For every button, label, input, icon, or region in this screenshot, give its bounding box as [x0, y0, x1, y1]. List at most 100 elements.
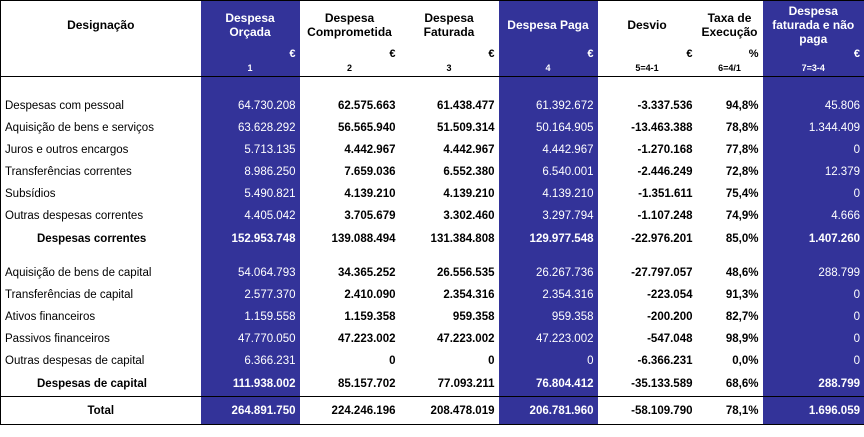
spacer-cell — [200, 251, 300, 262]
value-cell: 47.223.002 — [299, 328, 400, 350]
row-label: Despesas de capital — [0, 372, 201, 397]
value-cell: 47.223.002 — [399, 328, 499, 350]
value-cell: 72,8% — [696, 161, 763, 183]
value-cell: 56.565.940 — [299, 117, 400, 139]
value-cell: 7.659.036 — [299, 161, 400, 183]
index-blank — [0, 62, 201, 77]
table-row: Ativos financeiros 1.159.558 1.159.358 959.… — [0, 306, 864, 328]
value-cell: 85,0% — [696, 227, 763, 251]
subtotal-row: Despesas correntes 152.953.748 139.088.494… — [0, 227, 864, 251]
value-cell: 78,8% — [696, 117, 763, 139]
value-cell: 1.159.558 — [200, 306, 300, 328]
value-cell: -27.797.057 — [597, 262, 697, 284]
value-cell: 98,9% — [696, 328, 763, 350]
value-cell: 26.267.736 — [498, 262, 598, 284]
value-cell: 131.384.808 — [399, 227, 499, 251]
total-row: Total 264.891.750 224.246.196 208.478.019 20… — [0, 396, 864, 425]
table-row: Outras despesas correntes 4.405.042 3.705.… — [0, 205, 864, 227]
value-cell: 5.713.135 — [200, 139, 300, 161]
header-despesa-faturada: Despesa Faturada — [399, 0, 499, 48]
value-cell: 224.246.196 — [299, 396, 400, 425]
value-cell: 0 — [762, 350, 864, 372]
value-cell: 152.953.748 — [200, 227, 300, 251]
value-cell: 63.628.292 — [200, 117, 300, 139]
value-cell: 68,6% — [696, 372, 763, 397]
row-label: Subsídios — [0, 183, 201, 205]
unit-cell: € — [399, 48, 499, 62]
header-despesa-comprometida: Despesa Comprometida — [299, 0, 400, 48]
value-cell: 288.799 — [762, 262, 864, 284]
row-label: Juros e outros encargos — [0, 139, 201, 161]
value-cell: 5.490.821 — [200, 183, 300, 205]
value-cell: 0 — [762, 139, 864, 161]
unit-cell: € — [498, 48, 598, 62]
value-cell: 4.139.210 — [498, 183, 598, 205]
value-cell: 61.438.477 — [399, 95, 499, 117]
value-cell: 264.891.750 — [200, 396, 300, 425]
value-cell: 26.556.535 — [399, 262, 499, 284]
value-cell: 4.405.042 — [200, 205, 300, 227]
value-cell: 1.696.059 — [762, 396, 864, 425]
value-cell: 4.139.210 — [299, 183, 400, 205]
value-cell: 51.509.314 — [399, 117, 499, 139]
row-label: Transferências correntes — [0, 161, 201, 183]
index-cell: 5=4-1 — [597, 62, 697, 77]
value-cell: 0 — [498, 350, 598, 372]
index-row: 1 2 3 4 5=4-1 6=4/1 7=3-4 — [0, 62, 864, 77]
value-cell: 77,8% — [696, 139, 763, 161]
value-cell: -3.337.536 — [597, 95, 697, 117]
value-cell: 1.344.409 — [762, 117, 864, 139]
row-label: Outras despesas correntes — [0, 205, 201, 227]
table-row: Despesas com pessoal 64.730.208 62.575.663… — [0, 95, 864, 117]
header-despesa-orcada: Despesa Orçada — [200, 0, 300, 48]
table-row: Outras despesas de capital 6.366.231 0 0 0 -6… — [0, 350, 864, 372]
value-cell: 0 — [762, 284, 864, 306]
spacer-cell — [597, 76, 697, 95]
table-row: Passivos financeiros 47.770.050 47.223.002… — [0, 328, 864, 350]
value-cell: 288.799 — [762, 372, 864, 397]
value-cell: 6.552.380 — [399, 161, 499, 183]
value-cell: -1.107.248 — [597, 205, 697, 227]
row-label: Outras despesas de capital — [0, 350, 201, 372]
value-cell: 959.358 — [498, 306, 598, 328]
value-cell: 0 — [399, 350, 499, 372]
value-cell: 76.804.412 — [498, 372, 598, 397]
value-cell: 208.478.019 — [399, 396, 499, 425]
header-desvio: Desvio — [597, 0, 697, 48]
header-row: Designação Despesa Orçada Despesa Compro… — [0, 0, 864, 48]
spacer-cell — [597, 251, 697, 262]
row-label: Transferências de capital — [0, 284, 201, 306]
spacer-cell — [498, 76, 598, 95]
index-cell: 3 — [399, 62, 499, 77]
value-cell: 1.159.358 — [299, 306, 400, 328]
row-label: Total — [0, 396, 201, 425]
value-cell: -547.048 — [597, 328, 697, 350]
value-cell: 0,0% — [696, 350, 763, 372]
value-cell: 3.705.679 — [299, 205, 400, 227]
value-cell: -200.200 — [597, 306, 697, 328]
value-cell: 6.540.001 — [498, 161, 598, 183]
value-cell: 48,6% — [696, 262, 763, 284]
table-row: Transferências de capital 2.577.370 2.410.… — [0, 284, 864, 306]
value-cell: 1.407.260 — [762, 227, 864, 251]
unit-cell: € — [597, 48, 697, 62]
unit-cell: € — [762, 48, 864, 62]
value-cell: 82,7% — [696, 306, 763, 328]
value-cell: 2.354.316 — [498, 284, 598, 306]
header-despesa-paga: Despesa Paga — [498, 0, 598, 48]
value-cell: 139.088.494 — [299, 227, 400, 251]
value-cell: -1.351.611 — [597, 183, 697, 205]
value-cell: -6.366.231 — [597, 350, 697, 372]
unit-row: € € € € € % € — [0, 48, 864, 62]
value-cell: 50.164.905 — [498, 117, 598, 139]
value-cell: -22.976.201 — [597, 227, 697, 251]
value-cell: 4.442.967 — [399, 139, 499, 161]
value-cell: 45.806 — [762, 95, 864, 117]
row-label: Despesas correntes — [0, 227, 201, 251]
value-cell: 74,9% — [696, 205, 763, 227]
unit-cell: € — [299, 48, 400, 62]
budget-execution-table: Designação Despesa Orçada Despesa Compro… — [0, 0, 864, 425]
value-cell: 75,4% — [696, 183, 763, 205]
index-cell: 2 — [299, 62, 400, 77]
row-label: Despesas com pessoal — [0, 95, 201, 117]
